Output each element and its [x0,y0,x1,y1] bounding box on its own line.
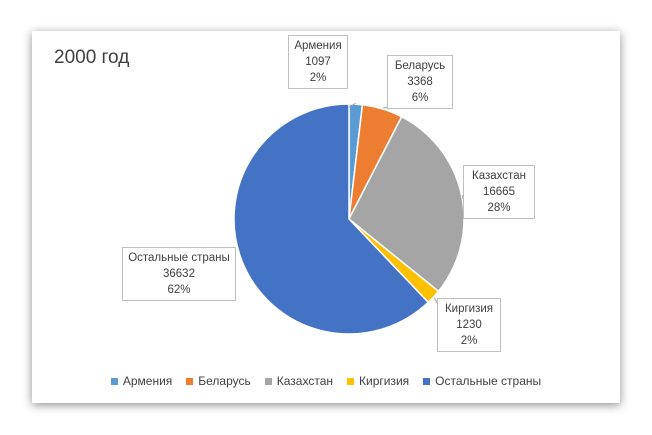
legend-swatch [110,377,118,385]
data-label-percent: 62% [167,284,191,296]
legend-label: Казахстан [276,374,333,388]
data-label-belarus: Беларусь 3368 6% [387,55,453,109]
legend-swatch [347,377,354,385]
legend-item-armenia: Армения [110,374,173,388]
data-label-value: 36632 [163,268,195,280]
data-label-category: Армения [294,40,342,52]
data-label-kazakhstan: Казахстан 16665 28% [463,165,535,219]
data-label-value: 1097 [305,56,331,68]
legend-swatch [186,377,194,385]
data-label-category: Киргизия [444,303,494,315]
data-label-value: 1230 [456,319,482,331]
data-label-percent: 6% [411,92,429,104]
legend-label: Армения [122,374,173,388]
data-label-category: Беларусь [394,60,446,72]
data-label-percent: 28% [487,202,511,214]
data-label-percent: 2% [309,72,327,84]
legend-label: Остальные страны [435,374,542,388]
slice-other-countries [233,103,430,335]
legend-item-other-countries: Остальные страны [423,374,541,388]
legend-label: Беларусь [198,374,251,388]
data-label-category: Остальные страны [128,252,230,264]
legend-label: Киргизия [359,374,410,388]
data-label-other-countries: Остальные страны 36632 62% [122,247,236,301]
legend-swatch [423,377,431,385]
slice-kazakhstan [348,115,465,293]
data-label-percent: 2% [460,335,478,347]
legend-swatch [264,377,272,385]
data-label-category: Казахстан [472,170,526,182]
data-label-armenia: Армения 1097 2% [288,35,348,89]
data-label-value: 16665 [483,186,515,198]
chart-title: 2000 год [54,47,130,68]
leader-line [348,102,357,108]
legend-item-kazakhstan: Казахстан [264,374,333,388]
legend: Армения Беларусь Казахстан Киргизия Оста… [32,374,620,388]
data-label-value: 3368 [407,76,433,88]
data-label-kirgizia: Киргизия 1230 2% [437,298,501,352]
legend-item-belarus: Беларусь [186,374,251,388]
legend-item-kirgizia: Киргизия [347,374,409,388]
pie-chart [233,102,465,335]
chart-area: 2000 год Армения 1097 2% Беларусь 3368 6… [32,31,620,403]
